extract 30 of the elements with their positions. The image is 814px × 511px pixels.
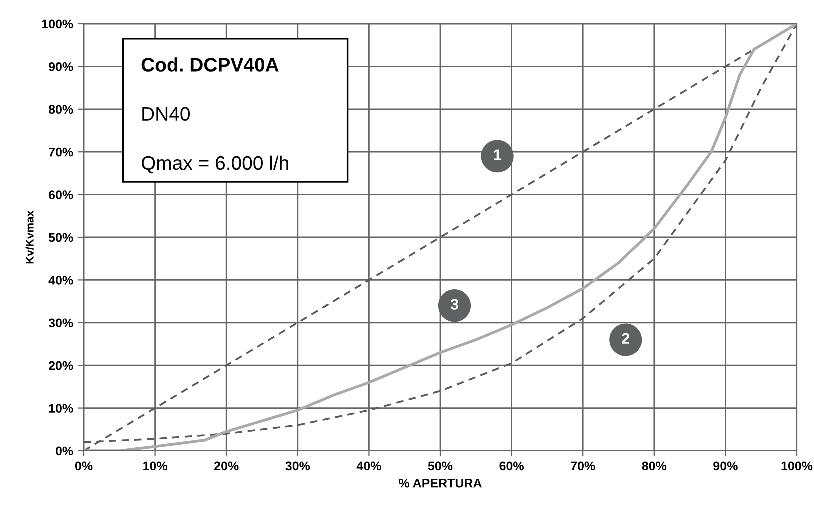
annotation: 3 [450,299,458,310]
y-tick-label: 90% [49,62,74,72]
x-tick-label: 70% [571,462,596,471]
x-tick-label: 0% [75,462,93,471]
annotation: 1 [494,150,502,160]
x-tick-label: 30% [286,462,310,471]
y-tick-label: 20% [49,361,74,370]
annotation: DN40 [142,107,190,122]
annotation: 2 [622,333,630,344]
x-tick-label: 60% [500,462,524,471]
y-tick-label: 100% [42,20,74,29]
x-tick-label: 90% [714,462,738,471]
y-tick-label: 40% [48,276,74,285]
x-tick-label: 100% [782,462,813,471]
y-tick-label: 60% [49,190,74,200]
x-tick-label: 40% [356,462,382,471]
x-axis-title: % APERTURA [399,478,482,488]
y-tick-label: 30% [48,318,74,328]
y-tick-label: 50% [48,233,74,242]
x-tick-label: 80% [642,462,667,471]
x-tick-label: 10% [144,462,168,471]
annotation: Qmax = 6.000 l/h [142,156,288,174]
y-tick-label: 0% [56,446,74,456]
y-tick-label: 80% [48,105,74,114]
x-tick-label: 20% [214,462,239,471]
y-tick-label: 70% [49,148,74,157]
annotation: Cod. DCPV40A [142,58,279,72]
y-axis-title: Kv/Kvmax [26,210,34,264]
x-tick-label: 50% [428,462,453,471]
y-tick-label: 10% [49,404,74,413]
